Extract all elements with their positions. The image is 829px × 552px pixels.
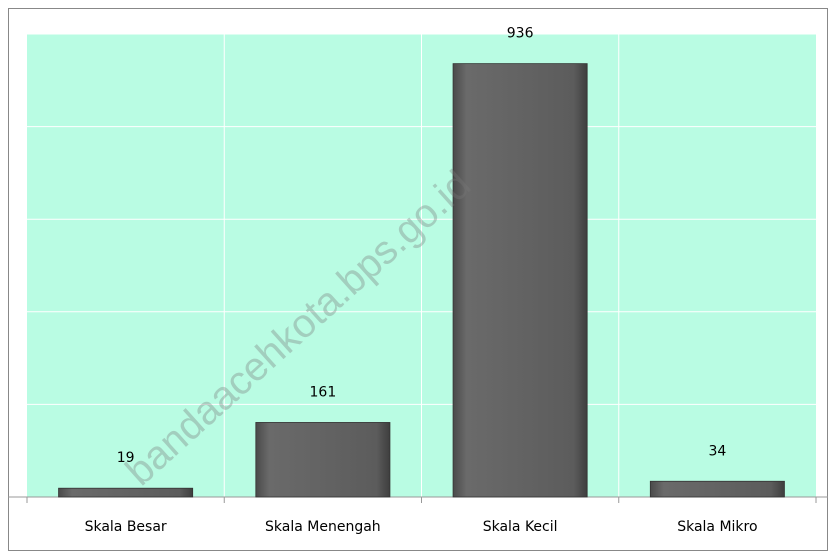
data-label: 19 xyxy=(117,450,135,466)
x-tick-label: Skala Kecil xyxy=(483,519,558,535)
bar xyxy=(255,422,391,498)
x-tick-label: Skala Menengah xyxy=(265,519,381,535)
x-tick-label: Skala Mikro xyxy=(677,519,757,535)
data-label: 34 xyxy=(708,443,726,459)
x-tick-label: Skala Besar xyxy=(85,519,167,535)
bar xyxy=(452,63,588,498)
bar xyxy=(649,480,785,498)
bar xyxy=(58,487,194,498)
data-label: 161 xyxy=(310,384,337,400)
data-label: 936 xyxy=(507,26,534,42)
